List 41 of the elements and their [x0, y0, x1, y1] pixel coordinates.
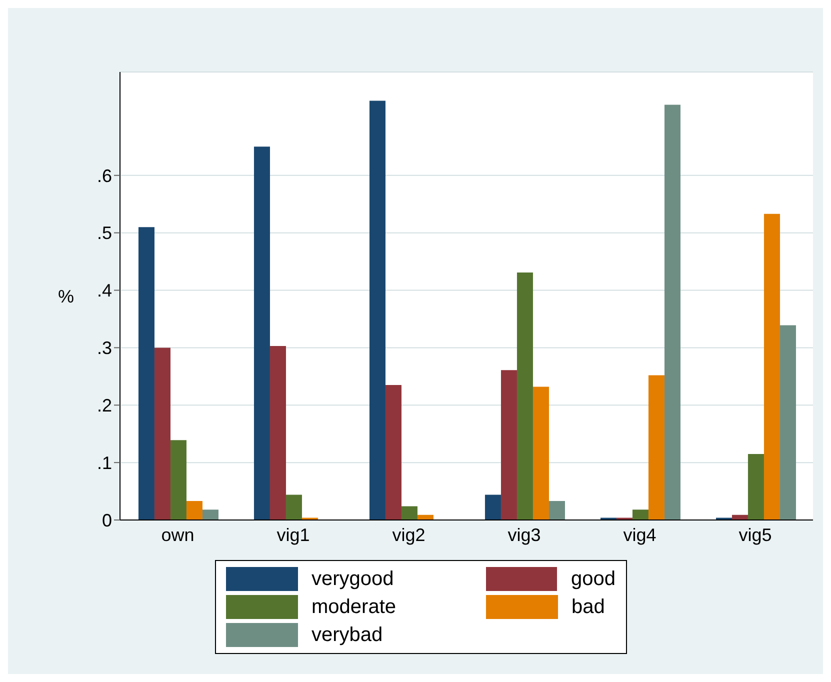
bar [286, 494, 302, 520]
bar [632, 510, 648, 520]
bar [202, 510, 218, 520]
bar [532, 386, 549, 520]
x-tick-label: vig3 [508, 524, 541, 545]
x-tick-label: vig4 [623, 524, 656, 545]
bar [764, 214, 780, 520]
bar [270, 346, 286, 520]
bar [484, 494, 501, 520]
legend-label: bad [572, 596, 605, 618]
bar [500, 370, 517, 520]
bar [648, 375, 664, 520]
bar [748, 454, 764, 520]
y-tick-label: .4 [96, 280, 112, 301]
legend-label: moderate [312, 596, 396, 618]
bar [780, 325, 796, 520]
legend-label: verybad [312, 624, 383, 646]
bar [548, 501, 565, 520]
y-tick-label: .6 [96, 166, 112, 186]
bar [138, 227, 154, 520]
x-tick-label: vig2 [392, 524, 426, 545]
y-tick-label: 0 [102, 510, 112, 530]
bar [516, 272, 533, 520]
bar [254, 146, 270, 520]
bar [664, 104, 680, 520]
bar [170, 440, 186, 520]
legend-label: good [571, 568, 616, 590]
bar [186, 501, 202, 520]
y-tick-label: .3 [96, 338, 112, 358]
bar [385, 385, 402, 520]
bar [401, 506, 418, 520]
bar [154, 348, 170, 520]
bar [369, 100, 386, 520]
x-tick-label: vig5 [738, 524, 772, 545]
x-tick-label: vig1 [276, 524, 310, 545]
y-tick-label: .5 [96, 223, 112, 244]
x-tick-label: own [161, 524, 194, 545]
y-tick-label: .1 [96, 452, 112, 473]
y-axis-title: % [58, 286, 74, 306]
legend-label: verygood [312, 568, 394, 590]
y-tick-label: .2 [96, 396, 112, 416]
